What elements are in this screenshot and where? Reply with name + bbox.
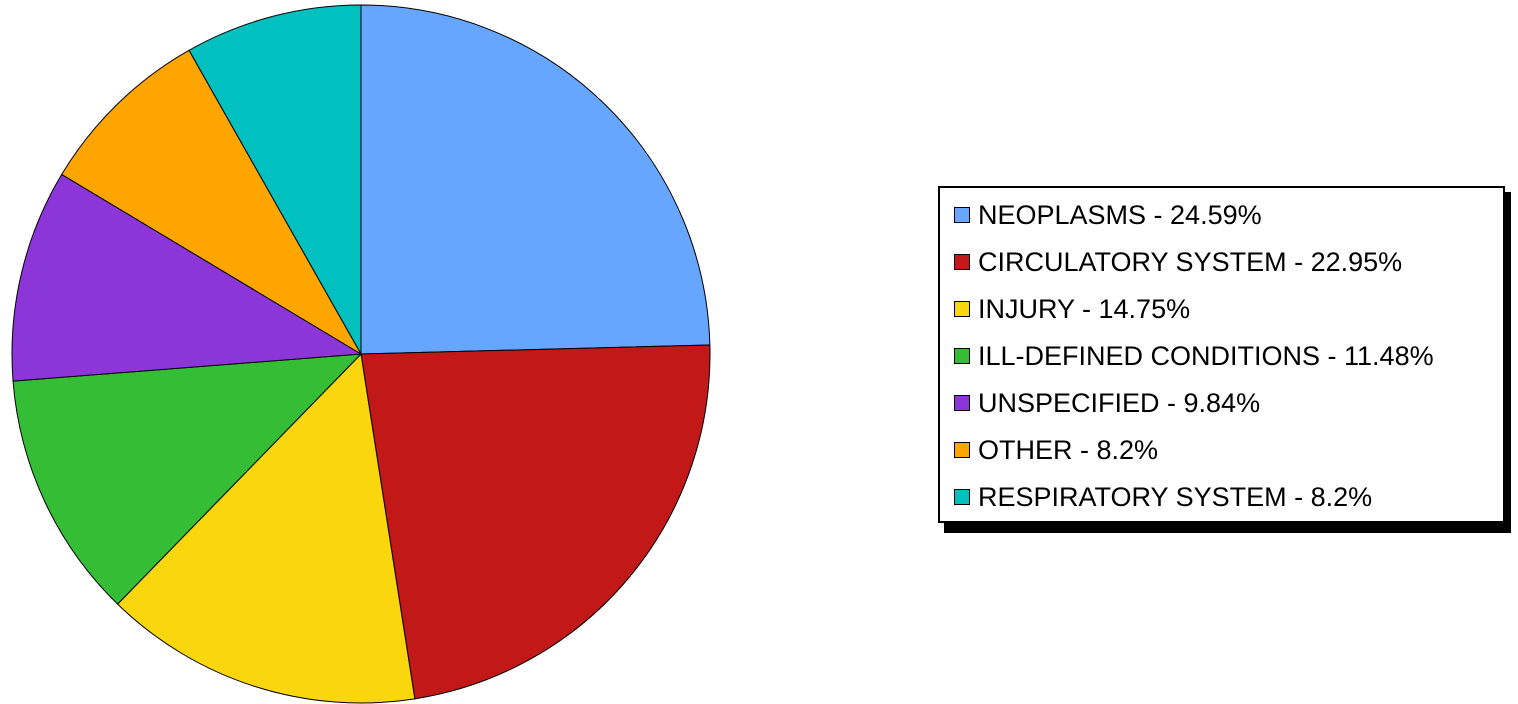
legend-label-neoplasms: NEOPLASMS - 24.59% [978, 200, 1262, 230]
legend-swatch-ill-defined-conditions [954, 348, 970, 364]
legend-item-respiratory-system: RESPIRATORY SYSTEM - 8.2% [954, 482, 1372, 512]
legend-label-circulatory-system: CIRCULATORY SYSTEM - 22.95% [978, 247, 1403, 277]
pie-slice-neoplasms [360, 4, 711, 355]
pie-slice-respiratory-system [188, 4, 362, 356]
legend-swatch-unspecified [954, 395, 970, 411]
legend-swatch-neoplasms [954, 207, 970, 223]
legend-item-circulatory-system: CIRCULATORY SYSTEM - 22.95% [954, 247, 1402, 277]
pie-slice-other [61, 49, 363, 356]
legend-swatch-circulatory-system [954, 254, 970, 270]
pie-slice-unspecified [11, 173, 363, 382]
legend: NEOPLASMS - 24.59% CIRCULATORY SYSTEM - … [938, 186, 1505, 523]
pie-chart [11, 4, 711, 704]
legend-swatch-injury [954, 301, 970, 317]
legend-label-respiratory-system: RESPIRATORY SYSTEM - 8.2% [978, 482, 1373, 512]
legend-label-unspecified: UNSPECIFIED - 9.84% [978, 388, 1261, 418]
legend-item-neoplasms: NEOPLASMS - 24.59% [954, 200, 1262, 230]
legend-swatch-other [954, 442, 970, 458]
legend-label-injury: INJURY - 14.75% [978, 294, 1191, 324]
legend-label-other: OTHER - 8.2% [978, 435, 1159, 465]
pie-slice-ill-defined-conditions [12, 353, 363, 605]
legend-swatch-respiratory-system [954, 489, 970, 505]
legend-item-unspecified: UNSPECIFIED - 9.84% [954, 388, 1260, 418]
legend-item-other: OTHER - 8.2% [954, 435, 1158, 465]
pie-slice-circulatory-system [360, 344, 711, 700]
pie-slice-injury [116, 352, 416, 704]
legend-item-ill-defined-conditions: ILL-DEFINED CONDITIONS - 11.48% [954, 341, 1434, 371]
legend-item-injury: INJURY - 14.75% [954, 294, 1190, 324]
legend-label-ill-defined-conditions: ILL-DEFINED CONDITIONS - 11.48% [978, 341, 1434, 371]
